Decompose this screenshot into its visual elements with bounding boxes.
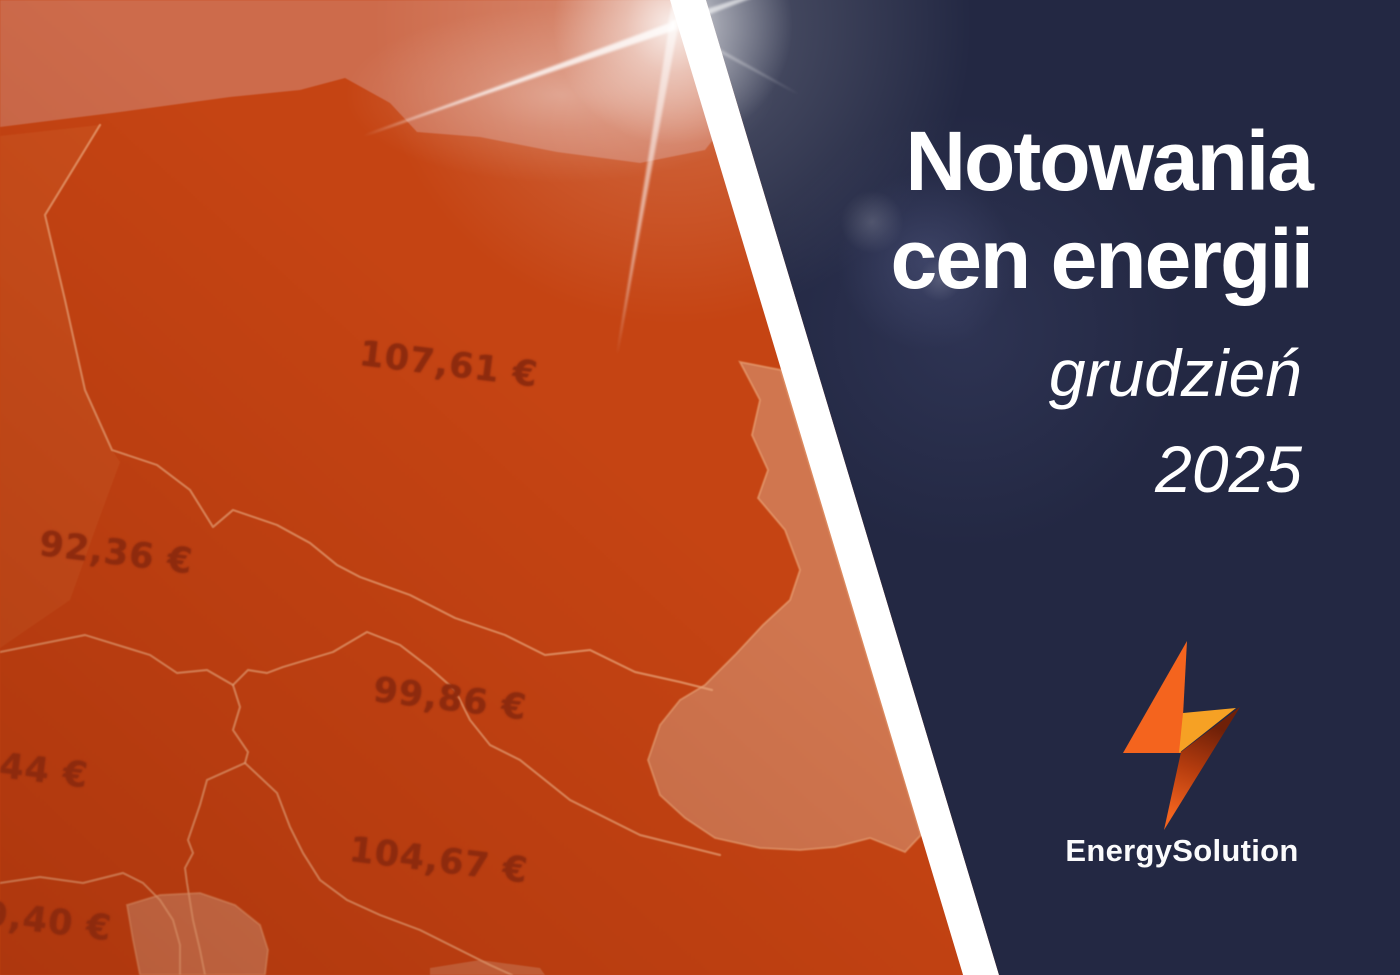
subtitle-month: grudzień <box>1048 336 1302 410</box>
title-line-1: Notowania <box>905 114 1314 208</box>
title-line-2: cen energii <box>890 212 1314 307</box>
page-title: Notowania cen energii <box>890 112 1314 309</box>
subtitle-year: 2025 <box>1155 431 1302 506</box>
brand-wordmark: EnergySolution <box>1065 833 1299 868</box>
subtitle-date: grudzień 2025 <box>1049 326 1302 517</box>
